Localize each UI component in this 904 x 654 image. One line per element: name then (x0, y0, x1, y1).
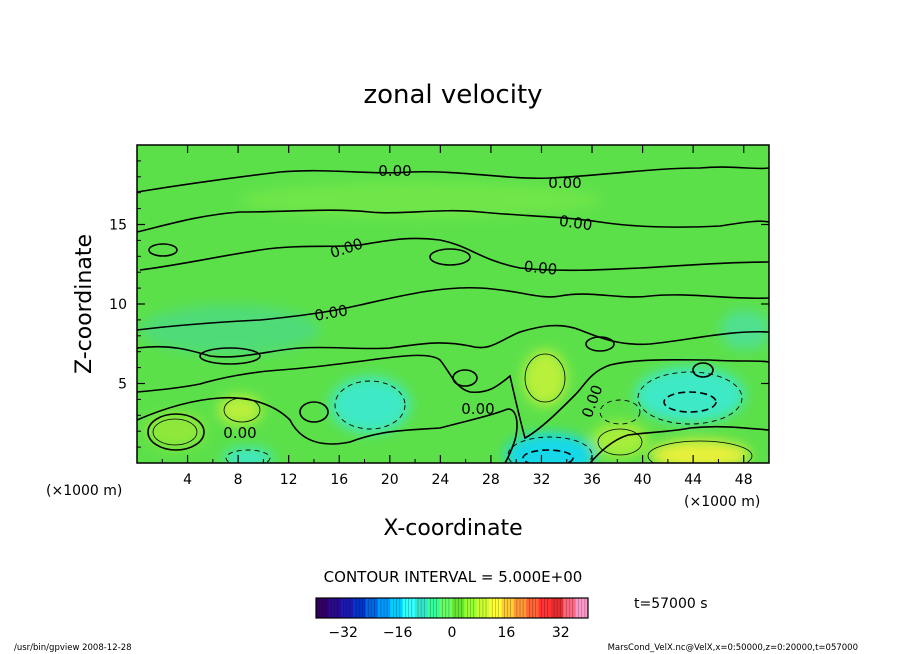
contour-negative (599, 399, 641, 425)
x-tick-label: 32 (533, 472, 551, 488)
x-tick-label: 12 (280, 472, 298, 488)
y-axis-unit: (×1000 m) (46, 483, 122, 499)
contour-label: 0.00 (223, 424, 256, 442)
contour-label: 0.00 (548, 174, 581, 192)
contour-field (137, 145, 769, 463)
x-axis-title: X-coordinate (383, 516, 522, 541)
contour-closed (452, 369, 478, 387)
contour-interval-text: CONTOUR INTERVAL = 5.000E+00 (324, 568, 583, 586)
contour-label: 0.00 (378, 162, 411, 180)
region-negative-19 (330, 377, 410, 433)
contour-line (139, 237, 769, 272)
contour-negative-strong (522, 449, 574, 463)
x-tick-label: 24 (431, 472, 449, 488)
colorbar-tick-label: −32 (328, 625, 358, 641)
contour-closed (147, 413, 205, 451)
x-tick-label: 48 (735, 472, 753, 488)
chart-title: zonal velocity (363, 80, 542, 110)
footer-right: MarsCond_VelX.nc@VelX,x=0:50000,z=0:2000… (608, 643, 858, 653)
region-positive-31 (523, 350, 567, 406)
contour-label: 0.00 (313, 301, 349, 325)
zero-contours (137, 166, 769, 463)
contour-line (137, 209, 769, 233)
positive-contours (152, 353, 753, 463)
contour-label: 0.00 (461, 400, 494, 418)
contour-negative (637, 371, 743, 425)
region-negative-mid (140, 305, 320, 355)
x-tick-label: 20 (381, 472, 399, 488)
colorbar-tick-label: 32 (552, 625, 570, 641)
y-axis-title: Z-coordinate (72, 234, 97, 374)
colorbar-frame (315, 597, 589, 619)
contour-closed (148, 243, 178, 257)
contour-labels: 0.000.000.000.000.000.000.000.000.00 (223, 162, 606, 442)
x-tick-label: 4 (183, 472, 192, 488)
contour-label: 0.00 (558, 212, 594, 234)
region-positive-8 (218, 395, 262, 425)
contour-negative (225, 449, 271, 463)
contour-positive (223, 397, 261, 423)
contour-line (137, 324, 769, 358)
region-positive-41 (592, 422, 648, 458)
y-tick-label: 10 (109, 297, 127, 313)
contour-positive (152, 418, 198, 446)
region-positive-upper (240, 182, 600, 218)
region-negative-right (720, 310, 769, 350)
colorbar-tick-label: 16 (497, 625, 515, 641)
contour-line (137, 396, 518, 463)
x-tick-label: 16 (330, 472, 348, 488)
x-tick-label: 44 (684, 472, 702, 488)
contour-closed (692, 362, 714, 378)
region-positive-1 (145, 412, 205, 448)
contour-label: 0.00 (523, 257, 558, 278)
contour-line (137, 286, 769, 331)
contour-closed (199, 347, 261, 365)
field-shading (140, 182, 769, 463)
contour-line (137, 166, 769, 193)
colorbar-tick-label: −16 (383, 625, 413, 641)
contour-closed (429, 248, 471, 266)
contour-closed (585, 336, 615, 352)
time-label: t=57000 s (634, 596, 708, 612)
strong-negative-contours (522, 391, 717, 463)
region-positive-44 (650, 440, 750, 463)
contour-positive (524, 353, 566, 403)
x-tick-label: 28 (482, 472, 500, 488)
region-negative-9 (223, 448, 273, 463)
region-negative-43 (635, 367, 745, 423)
contour-negative-strong (663, 391, 717, 413)
y-tick-label: 5 (118, 377, 127, 393)
x-tick-label: 40 (634, 472, 652, 488)
contour-line (137, 354, 769, 440)
contour-closed (299, 401, 329, 423)
x-tick-label: 8 (234, 472, 243, 488)
region-negative-32 (505, 433, 595, 463)
footer-left: /usr/bin/gpview 2008-12-28 (14, 643, 132, 653)
contour-line (589, 425, 769, 463)
y-tick-label: 15 (109, 218, 127, 234)
colorbar-tick-label: 0 (448, 625, 457, 641)
x-axis-unit: (×1000 m) (684, 494, 760, 510)
contour-negative (334, 380, 406, 430)
contour-positive (597, 428, 643, 456)
contour-positive (647, 440, 753, 463)
x-tick-label: 36 (583, 472, 601, 488)
colorbar: −32 −16 0 16 32 (315, 597, 589, 641)
